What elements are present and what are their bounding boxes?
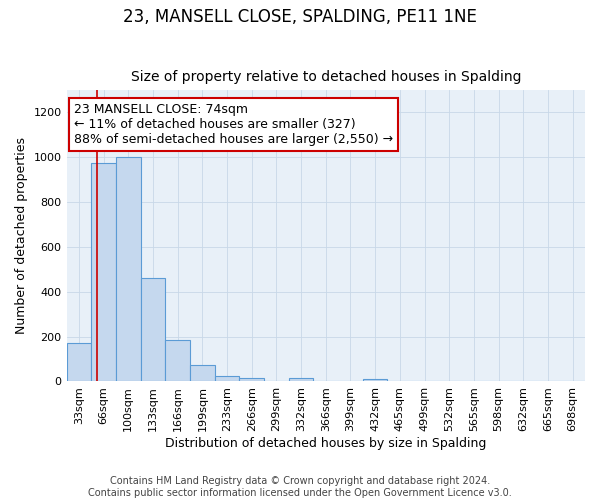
Text: 23, MANSELL CLOSE, SPALDING, PE11 1NE: 23, MANSELL CLOSE, SPALDING, PE11 1NE [123, 8, 477, 26]
Bar [140, 278, 165, 382]
Bar [116, 157, 140, 382]
Y-axis label: Number of detached properties: Number of detached properties [15, 137, 28, 334]
Text: Contains HM Land Registry data © Crown copyright and database right 2024.
Contai: Contains HM Land Registry data © Crown c… [88, 476, 512, 498]
Bar [165, 340, 190, 382]
Title: Size of property relative to detached houses in Spalding: Size of property relative to detached ho… [131, 70, 521, 85]
Bar [363, 379, 388, 382]
Bar [289, 378, 313, 382]
X-axis label: Distribution of detached houses by size in Spalding: Distribution of detached houses by size … [165, 437, 487, 450]
Bar [67, 344, 91, 382]
Bar [190, 364, 215, 382]
Bar [91, 162, 116, 382]
Bar [215, 376, 239, 382]
Bar [239, 378, 264, 382]
Text: 23 MANSELL CLOSE: 74sqm
← 11% of detached houses are smaller (327)
88% of semi-d: 23 MANSELL CLOSE: 74sqm ← 11% of detache… [74, 103, 394, 146]
